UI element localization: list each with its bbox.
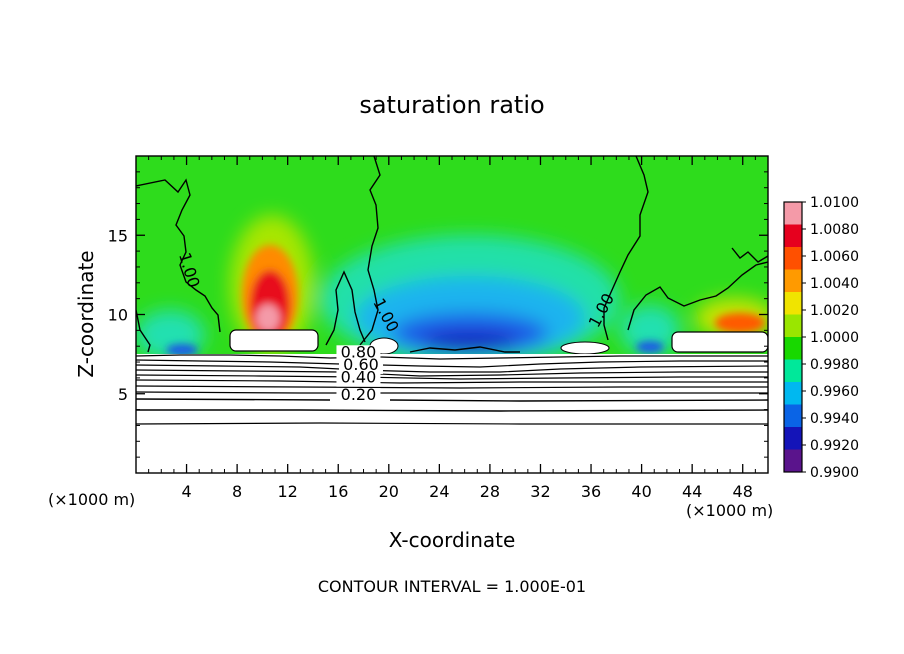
y-tick-label: 10	[108, 306, 128, 325]
x-tick-label: 12	[278, 482, 298, 501]
contour-line	[136, 422, 768, 425]
colorbar-swatch	[784, 427, 802, 450]
x-tick-label: 36	[581, 482, 601, 501]
contour-label: 0.40	[336, 368, 381, 387]
contour-line	[731, 247, 768, 263]
colorbar-swatch	[784, 382, 802, 405]
colorbar-label: 0.9960	[810, 384, 859, 400]
pink-plume-core	[256, 304, 280, 332]
contour-label-bg	[336, 345, 381, 362]
x-tick-label: 48	[733, 482, 753, 501]
y-axis-label: Z-coordinate	[74, 250, 98, 377]
contour-label: 0.80	[336, 342, 381, 362]
cyan-right-edge	[620, 305, 680, 355]
colorbar-label: 0.9900	[810, 465, 859, 481]
contour-line	[136, 369, 768, 377]
colorbar-label: 1.0100	[810, 195, 859, 211]
blue-right-patch	[636, 341, 664, 353]
colorbar-swatch	[784, 314, 802, 338]
colorbar-swatch	[784, 292, 802, 315]
colorbar-swatch	[784, 202, 802, 225]
contour-label-text: 0.40	[341, 368, 377, 387]
contour-label-text: 0.20	[341, 385, 377, 404]
colorbar-label: 0.9940	[810, 411, 859, 427]
colorbar-label: 0.9920	[810, 438, 859, 454]
contour-lines	[136, 156, 768, 353]
colorbar-swatch	[784, 359, 802, 383]
colorbar-swatch	[784, 337, 802, 360]
contour-line	[136, 364, 768, 373]
colorbar-label: 0.9980	[810, 357, 859, 373]
colorbar-label: 1.0040	[810, 276, 859, 292]
cloud-block-right	[671, 331, 768, 353]
contour-label-text: 0.60	[343, 355, 379, 374]
colorbar-label: 1.0080	[810, 222, 859, 238]
x-tick-label: 44	[682, 482, 702, 501]
x-unit-left: (×1000 m)	[48, 490, 135, 509]
colorbar-swatch	[784, 269, 802, 293]
y-tick-label: 5	[118, 385, 128, 404]
contour-line	[136, 398, 768, 402]
dark-blue-core	[422, 333, 518, 353]
contour-line	[603, 156, 649, 341]
blue-left-patch	[166, 344, 198, 356]
colorbar-label: 1.0060	[810, 249, 859, 265]
contour-line	[136, 178, 221, 333]
x-tick-label: 16	[328, 482, 348, 501]
y-tick-label: 15	[108, 226, 128, 245]
cloud-blob-right	[560, 341, 610, 355]
colorbar-label: 1.0000	[810, 330, 859, 346]
x-ticks: 4 8 12 16 20 24 28 32 36 40 44 48	[148, 156, 756, 501]
contour-line	[136, 385, 768, 389]
plot-area: 1.001.00 1.000.800.600.400.20	[136, 156, 768, 473]
x-tick-label: 28	[480, 482, 500, 501]
contour-line	[136, 409, 768, 412]
contour-line	[359, 156, 381, 346]
contour-line	[136, 359, 768, 368]
contour-line	[136, 309, 151, 353]
contour-line	[136, 354, 768, 360]
chart-title: saturation ratio	[359, 91, 544, 119]
contour-line	[136, 374, 768, 380]
contour-line	[627, 261, 768, 331]
colorbar: 1.0100 1.0080 1.0060 1.0040 1.0020 1.0000 0.99…	[783, 195, 859, 481]
x-tick-label: 4	[181, 482, 191, 501]
contour-bands	[136, 354, 768, 425]
contour-line	[325, 270, 366, 346]
x-axis-label: X-coordinate	[389, 528, 516, 552]
cloud-block-left	[229, 329, 319, 352]
contour-label-bg	[336, 370, 381, 387]
contour-label: 0.60	[338, 355, 383, 374]
x-tick-label: 24	[429, 482, 449, 501]
contour-line	[136, 391, 768, 394]
lower-field	[136, 354, 768, 473]
x-tick-label: 32	[530, 482, 550, 501]
colorbar-swatch	[784, 449, 802, 473]
contour-label-bg	[338, 357, 383, 374]
orange-right-plume	[715, 313, 765, 333]
colorbar-swatch	[784, 247, 802, 270]
contour-label-text: 0.80	[341, 342, 377, 361]
contour-line	[409, 346, 520, 353]
x-tick-label: 8	[232, 482, 242, 501]
colorbar-label: 1.0020	[810, 303, 859, 319]
x-unit-right: (×1000 m)	[686, 501, 773, 520]
contour-line	[136, 379, 768, 384]
x-tick-label: 20	[379, 482, 399, 501]
x-tick-label: 40	[631, 482, 651, 501]
colorbar-swatch	[784, 224, 802, 248]
contour-interval-footer: CONTOUR INTERVAL = 1.000E-01	[318, 577, 586, 596]
contour-label: 0.20	[336, 385, 381, 405]
colorbar-swatch	[784, 404, 802, 428]
contour-label-bg	[336, 388, 381, 405]
y-ticks: 5 10 15	[108, 171, 768, 458]
